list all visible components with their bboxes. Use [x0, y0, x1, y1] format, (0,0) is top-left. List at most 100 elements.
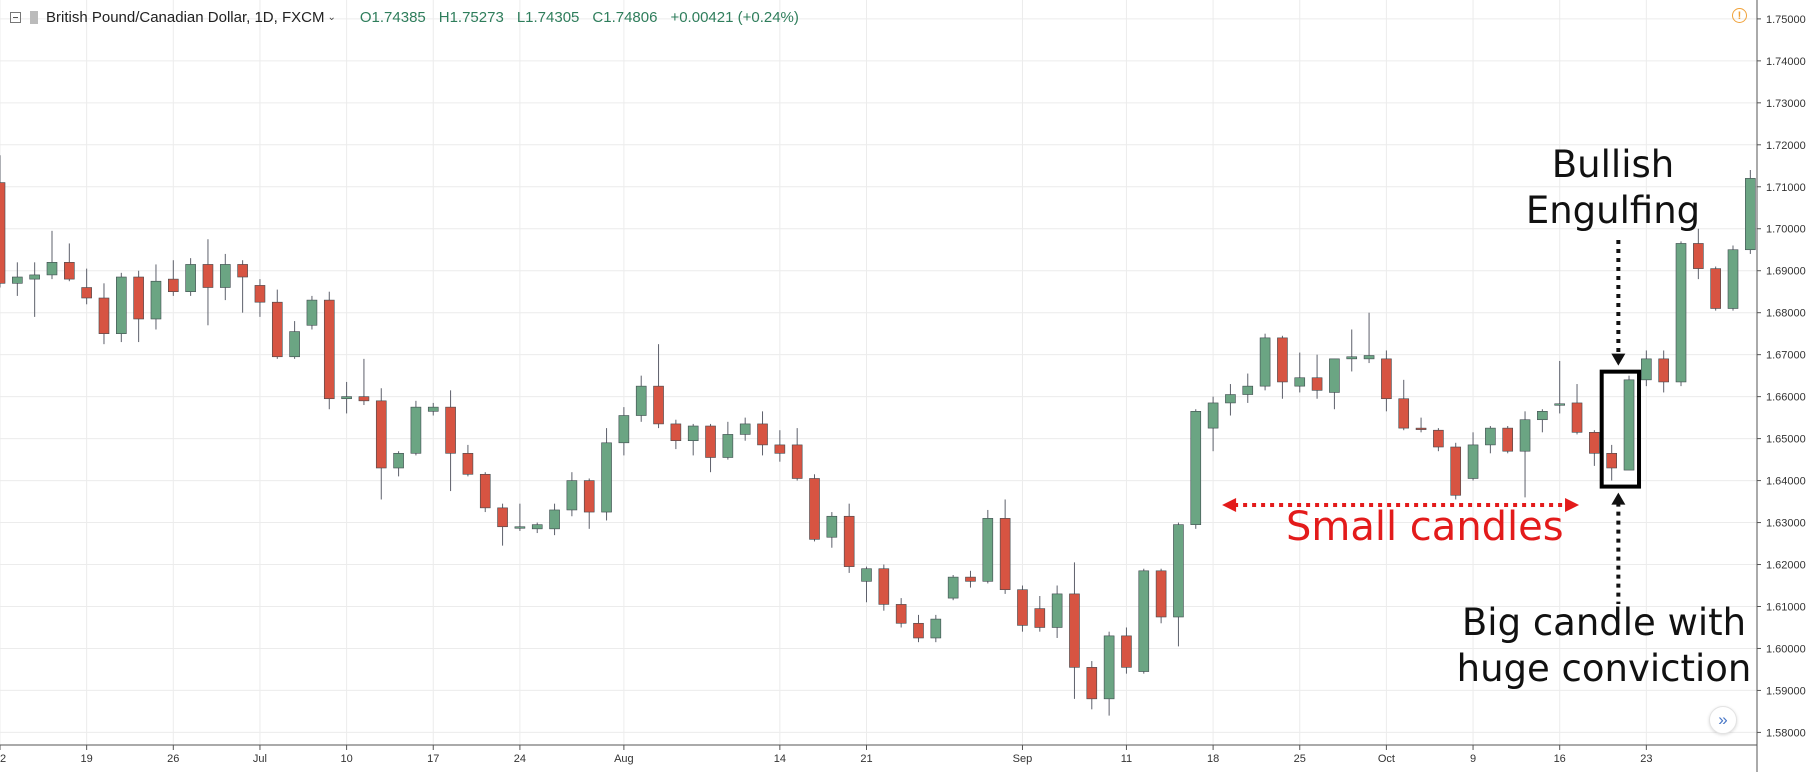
- candle-body: [271, 301, 283, 358]
- bullish-candle: [1173, 522, 1184, 647]
- bullish-candle: [116, 272, 127, 343]
- candle-body: [722, 434, 734, 458]
- bullish-candle: [826, 512, 838, 548]
- bullish-candle: [982, 509, 994, 584]
- bullish-candle: [1190, 409, 1202, 529]
- bearish-candle: [809, 474, 820, 542]
- candle-body: [1398, 398, 1410, 429]
- bearish-candle: [1086, 661, 1098, 710]
- candle-body: [358, 396, 370, 402]
- candle-body: [497, 507, 508, 528]
- x-tick-label: Oct: [1378, 753, 1395, 765]
- candle-body: [64, 262, 75, 280]
- candle-body: [116, 276, 127, 334]
- bullish-candle: [1623, 375, 1635, 471]
- bullish-candle: [1138, 568, 1150, 674]
- candle-body: [1190, 411, 1202, 525]
- candle-body: [219, 264, 231, 288]
- x-tick-label: 25: [1294, 753, 1306, 765]
- bullish-candle: [947, 575, 959, 601]
- candle-body: [1207, 402, 1219, 429]
- candle-body: [670, 423, 682, 442]
- bearish-candle: [64, 243, 75, 282]
- candle-body: [653, 385, 664, 425]
- x-tick-label: 19: [81, 753, 93, 765]
- candle-body: [341, 396, 352, 400]
- candle-body: [1606, 452, 1617, 469]
- arrow-down-to-box: [1611, 240, 1626, 366]
- small-candles-double-arrow: [1222, 498, 1580, 512]
- candle-body: [289, 331, 300, 358]
- bearish-candle: [583, 478, 595, 529]
- candle-body: [410, 406, 422, 454]
- bullish-candle: [219, 253, 231, 301]
- bullish-label-line1: Bullish: [1551, 143, 1675, 186]
- candle-body: [81, 287, 92, 299]
- candle-body: [1745, 178, 1756, 251]
- bullish-candle: [635, 375, 647, 422]
- candle-body: [947, 576, 959, 599]
- ohlc-open: O1.74385: [359, 8, 426, 26]
- candle-body: [1710, 268, 1721, 309]
- x-tick-label: Aug: [614, 753, 634, 765]
- bearish-candle: [670, 419, 682, 450]
- bearish-candle: [358, 358, 370, 406]
- candle-body: [1277, 337, 1288, 383]
- x-tick-label: 16: [1554, 753, 1566, 765]
- candle-body: [1485, 427, 1496, 446]
- x-tick-label: 9: [1470, 753, 1476, 765]
- bearish-candle: [705, 423, 716, 473]
- x-tick-label: 12: [0, 753, 6, 765]
- candle-body: [323, 299, 335, 400]
- bearish-candle: [1121, 627, 1132, 674]
- symbol-label[interactable]: British Pound/Canadian Dollar, 1D, FXCM: [46, 8, 325, 26]
- collapse-square-icon[interactable]: [10, 11, 21, 23]
- x-tick-label: Sep: [1013, 753, 1033, 765]
- candle-body: [1502, 427, 1514, 452]
- candle-body: [479, 473, 491, 509]
- bullish-candle: [150, 264, 162, 330]
- bullish-candle: [289, 321, 300, 359]
- candle-body: [185, 264, 196, 293]
- candle-body: [514, 526, 526, 529]
- candle-body: [1346, 356, 1358, 360]
- double-chevron-right-icon[interactable]: »: [1709, 706, 1737, 734]
- x-tick-label: 24: [514, 753, 526, 765]
- bullish-candle: [514, 503, 526, 531]
- bearish-candle: [1658, 350, 1669, 393]
- bullish-candle: [410, 400, 422, 456]
- candle-body: [1554, 403, 1565, 406]
- warning-icon[interactable]: !: [1732, 8, 1747, 23]
- candle-body: [1641, 358, 1652, 381]
- y-tick-label: 1.59000: [1766, 685, 1806, 697]
- candle-body: [930, 618, 942, 639]
- bearish-candle: [323, 291, 335, 410]
- bullish-candle: [1207, 396, 1219, 452]
- bullish-candle: [531, 522, 543, 534]
- y-tick-label: 1.63000: [1766, 518, 1806, 530]
- ohlc-close: C1.74806: [592, 8, 658, 26]
- candle-body: [843, 515, 855, 567]
- candle-body: [895, 604, 907, 624]
- bullish-candle: [549, 503, 560, 536]
- flag-icon[interactable]: [30, 10, 38, 24]
- bearish-candle: [1277, 335, 1288, 399]
- candle-body: [878, 568, 890, 605]
- chevron-down-icon[interactable]: ⌄: [327, 11, 336, 23]
- grid-lines: [0, 0, 1757, 745]
- bearish-candle: [1381, 350, 1392, 412]
- candle-body: [1415, 427, 1427, 430]
- bullish-candle: [306, 295, 318, 330]
- bullish-candle: [930, 614, 942, 643]
- bearish-candle: [999, 499, 1011, 594]
- candle-body: [393, 452, 404, 469]
- y-tick-label: 1.64000: [1766, 476, 1806, 488]
- candle-body: [1381, 358, 1392, 400]
- bullish-candle: [46, 230, 58, 280]
- candle-body: [1467, 444, 1479, 479]
- candle-body: [1017, 589, 1028, 626]
- bearish-candle: [375, 388, 387, 500]
- candle-body: [1433, 429, 1444, 448]
- y-axis-ticks: 1.58000 1.59000 1.60000 1.61000 1.62000 1.630…: [1757, 14, 1806, 739]
